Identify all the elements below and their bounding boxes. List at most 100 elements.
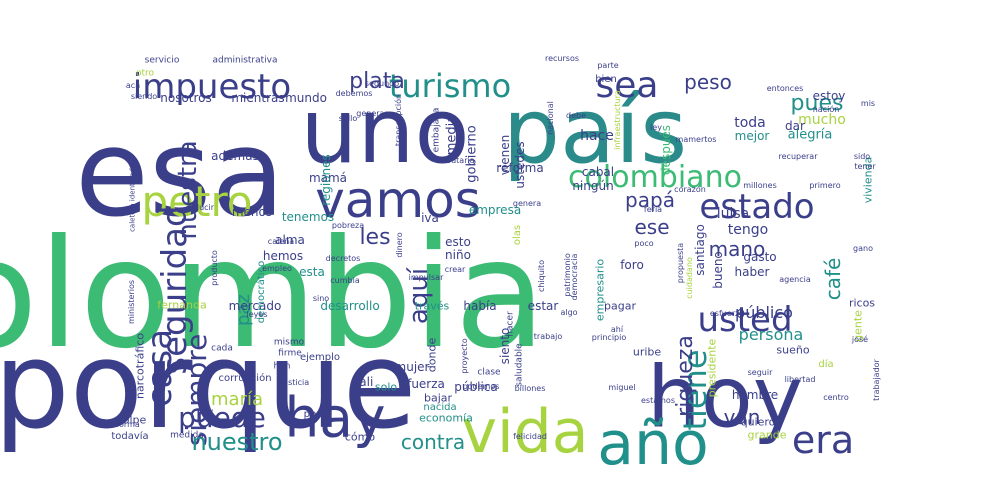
cloud-word: debe bbox=[566, 111, 586, 120]
cloud-word: economía bbox=[419, 411, 473, 425]
cloud-word: iva bbox=[421, 211, 439, 225]
cloud-word: gano bbox=[853, 244, 873, 253]
cloud-word: plata bbox=[349, 69, 405, 94]
cloud-word: ministerios bbox=[127, 279, 136, 325]
cloud-word: pública bbox=[454, 380, 498, 394]
cloud-word: peor bbox=[303, 409, 327, 420]
cloud-word: gasto bbox=[743, 250, 777, 264]
cloud-word: turismo bbox=[388, 67, 512, 105]
cloud-word: cabal bbox=[581, 165, 615, 179]
cloud-word: porque bbox=[0, 317, 417, 456]
cloud-word: toda bbox=[734, 115, 766, 131]
cloud-word: contra bbox=[400, 430, 466, 454]
cloud-word: hay bbox=[284, 385, 386, 450]
cloud-word: niño bbox=[445, 248, 471, 262]
cloud-word: clase bbox=[477, 367, 501, 378]
cloud-word: luisa bbox=[716, 206, 750, 222]
cloud-word: sino bbox=[312, 294, 330, 303]
cloud-word: solo bbox=[374, 380, 398, 394]
cloud-word: otro bbox=[135, 68, 155, 79]
cloud-word: hacer bbox=[505, 311, 516, 337]
cloud-word: infraestructura bbox=[613, 90, 622, 150]
cloud-word: seguir bbox=[747, 368, 773, 377]
cloud-word: regiones bbox=[319, 154, 333, 206]
cloud-word: empresario bbox=[593, 258, 607, 322]
cloud-word: nosotros bbox=[160, 91, 212, 105]
cloud-word: esa bbox=[75, 105, 285, 244]
cloud-word: han bbox=[273, 361, 291, 372]
cloud-word: país bbox=[502, 79, 688, 184]
cloud-word: estado bbox=[699, 187, 815, 227]
cloud-word: tenemos bbox=[281, 210, 335, 224]
cloud-word: cumbia bbox=[330, 276, 360, 285]
cloud-word: además bbox=[211, 149, 259, 163]
cloud-word: trabajo bbox=[533, 332, 563, 341]
cloud-word: agencia bbox=[779, 275, 811, 284]
cloud-word: algo bbox=[560, 308, 578, 317]
cloud-word: usted bbox=[697, 300, 793, 340]
cloud-word: golpe bbox=[115, 413, 147, 427]
cloud-word: desarrollo bbox=[320, 299, 380, 313]
cloud-word: estar bbox=[527, 299, 559, 313]
cloud-word: papá bbox=[625, 188, 675, 212]
cloud-word: generar bbox=[356, 109, 388, 118]
cloud-word: mis bbox=[860, 99, 876, 108]
cloud-word: vida bbox=[461, 397, 589, 467]
cloud-word: estoy bbox=[812, 89, 846, 103]
cloud-word: donde bbox=[425, 337, 439, 373]
cloud-word: era bbox=[791, 418, 855, 462]
cloud-word: trabajador bbox=[872, 359, 881, 401]
cloud-word: leyes bbox=[246, 310, 268, 319]
cloud-word: felicidad bbox=[513, 432, 547, 441]
cloud-word: través bbox=[414, 299, 450, 313]
cloud-word: foro bbox=[620, 258, 644, 272]
cloud-word: mano bbox=[708, 237, 766, 261]
cloud-word: uno bbox=[300, 79, 470, 184]
cloud-word: fuerza bbox=[407, 377, 445, 391]
cloud-word: democracia bbox=[570, 253, 579, 301]
cloud-word: mejor bbox=[734, 129, 770, 143]
cloud-word: chiquito bbox=[537, 259, 546, 293]
cloud-word: nación bbox=[812, 105, 840, 114]
cloud-word: primero bbox=[809, 181, 841, 190]
cloud-word: recuperar bbox=[778, 152, 818, 161]
cloud-word: administrativa bbox=[212, 55, 278, 66]
cloud-word: bajar bbox=[423, 391, 453, 405]
cloud-word: colombia bbox=[0, 208, 547, 382]
cloud-word: caletera identidad bbox=[128, 168, 137, 232]
cloud-word: media bbox=[444, 114, 460, 156]
cloud-word: dinero bbox=[395, 232, 404, 258]
cloud-word: libertad bbox=[784, 375, 816, 384]
cloud-word: sea bbox=[595, 65, 659, 106]
cloud-word: saludable bbox=[514, 343, 525, 387]
cloud-word: tributaria bbox=[437, 156, 475, 165]
cloud-word: les bbox=[359, 225, 391, 250]
cloud-word: había bbox=[463, 299, 497, 313]
cloud-word: dar bbox=[785, 119, 805, 133]
cloud-word: hemos bbox=[262, 249, 304, 263]
cloud-word: embajada bbox=[431, 107, 442, 153]
cloud-word: maría bbox=[211, 389, 263, 410]
cloud-word: presidente bbox=[705, 338, 719, 398]
cloud-word: mucho bbox=[798, 112, 846, 128]
cloud-word: forma bbox=[116, 420, 140, 429]
cloud-word: corrupción bbox=[218, 373, 272, 384]
cloud-word: cuidadano bbox=[685, 257, 694, 299]
cloud-word: tengo bbox=[727, 222, 769, 238]
cloud-word: podemos bbox=[462, 382, 500, 391]
cloud-word: alma bbox=[275, 233, 305, 247]
cloud-word: proyecto bbox=[460, 338, 469, 374]
cloud-word: mundo bbox=[285, 91, 327, 105]
cloud-word: ricos bbox=[848, 296, 876, 310]
cloud-word: uribe bbox=[632, 345, 662, 359]
cloud-word: poco bbox=[634, 239, 654, 248]
cloud-word: esto bbox=[445, 235, 471, 249]
cloud-word: después bbox=[659, 124, 673, 176]
cloud-word: puede bbox=[178, 401, 266, 434]
cloud-word: año bbox=[597, 409, 709, 479]
cloud-word: impulsar bbox=[408, 273, 444, 282]
cloud-word: servicio bbox=[144, 55, 180, 66]
cloud-word: mamertos bbox=[675, 135, 717, 144]
cloud-word: recursos bbox=[544, 54, 580, 63]
cloud-word: empresa bbox=[468, 203, 522, 217]
